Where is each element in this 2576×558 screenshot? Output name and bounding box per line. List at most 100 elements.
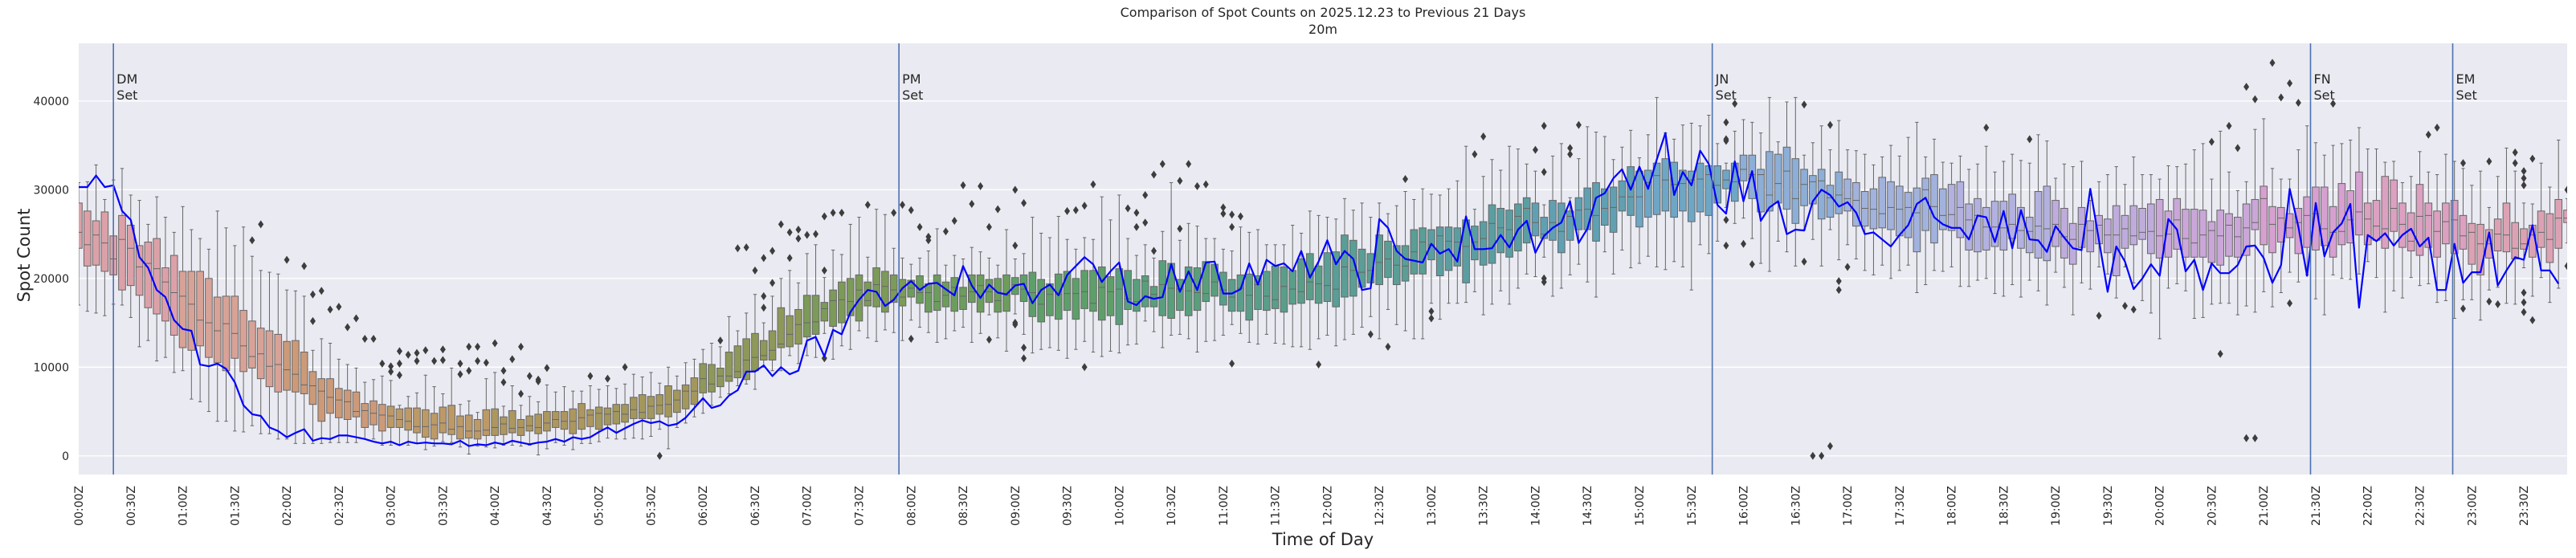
box [1635,157,1643,264]
box [1280,244,1288,345]
x-tick-label: 07:00Z [802,486,814,526]
outlier-point [2529,316,2536,324]
box [2173,166,2182,284]
box [1869,164,1878,275]
box-iqr [1635,170,1643,228]
box [2043,141,2051,306]
box [933,228,941,343]
box [1609,159,1618,275]
box [274,273,283,440]
outlier-point [379,359,386,368]
box [118,168,126,306]
box-iqr [1323,252,1332,303]
box-iqr [404,407,413,431]
box-iqr [560,411,569,430]
outlier-point [604,374,610,383]
outlier-point [839,209,845,218]
x-tick-label: 13:00Z [1426,486,1439,526]
outlier-point [439,356,446,365]
outlier-point [2330,100,2337,108]
box [994,205,1002,339]
box-iqr [1618,180,1627,212]
box [2459,159,2468,313]
box [1592,131,1600,298]
box-iqr [2459,214,2468,250]
box [1679,124,1687,267]
box [1887,145,1895,279]
outlier-point [1237,212,1243,221]
outlier-point [786,254,793,263]
outlier-point [1142,190,1149,199]
box-iqr [672,389,681,413]
box [187,229,196,400]
box [1956,155,1965,287]
outlier-point [1151,246,1157,255]
box [1687,122,1696,291]
outlier-point [518,389,525,398]
box [1540,121,1549,287]
box [1115,194,1124,354]
box [578,390,586,444]
box-iqr [2034,191,2043,259]
box [1930,138,1938,271]
box [1982,123,1990,279]
box [1263,244,1271,335]
box-iqr [79,202,83,249]
box [2563,185,2567,271]
box-iqr [491,408,499,436]
box [508,355,516,446]
outlier-point [1194,181,1200,190]
x-tick-label: 23:30Z [2518,486,2531,526]
box-iqr [1739,154,1748,181]
box [621,363,629,440]
outlier-point [309,316,316,325]
outlier-point [1835,286,1842,295]
box-iqr [2051,200,2060,247]
box-iqr [855,274,863,322]
box-iqr [1028,271,1037,317]
box-iqr [335,388,343,418]
box [2034,134,2043,291]
box-iqr [1835,171,1843,214]
box [2554,139,2563,289]
x-tick-label: 23:00Z [2466,486,2479,526]
outlier-point [327,305,333,314]
box [2511,148,2520,305]
outlier-point [1142,218,1149,227]
box [196,238,204,402]
box-iqr [1254,275,1262,310]
box [525,372,534,446]
outlier-point [942,227,949,236]
outlier-point [1402,175,1409,184]
outlier-point [2287,299,2293,308]
outlier-point [1072,206,1079,214]
box [2355,127,2363,275]
box-iqr [500,416,508,435]
box [421,346,430,450]
box [1072,206,1080,350]
box [742,243,750,385]
box-iqr [1687,170,1696,222]
box [1323,217,1332,336]
box-iqr [222,295,231,372]
box [1227,210,1236,368]
outlier-point [2512,159,2518,168]
box-iqr [1236,274,1245,312]
box-iqr [2563,210,2567,223]
outlier-point [821,212,827,221]
box [672,375,681,428]
y-tick-label: 0 [62,450,69,463]
box-iqr [153,238,161,315]
box-iqr [751,332,759,372]
outlier-point [1472,150,1478,159]
box-iqr [2138,208,2146,240]
outlier-point [1177,177,1183,185]
outlier-point [1125,204,1131,213]
box [2008,153,2016,286]
x-tick-label: 20:00Z [2154,486,2167,526]
box [1080,202,1088,372]
outlier-point [734,244,741,253]
box-iqr [2433,210,2441,258]
box [2182,163,2190,291]
outlier-point [2269,59,2276,67]
